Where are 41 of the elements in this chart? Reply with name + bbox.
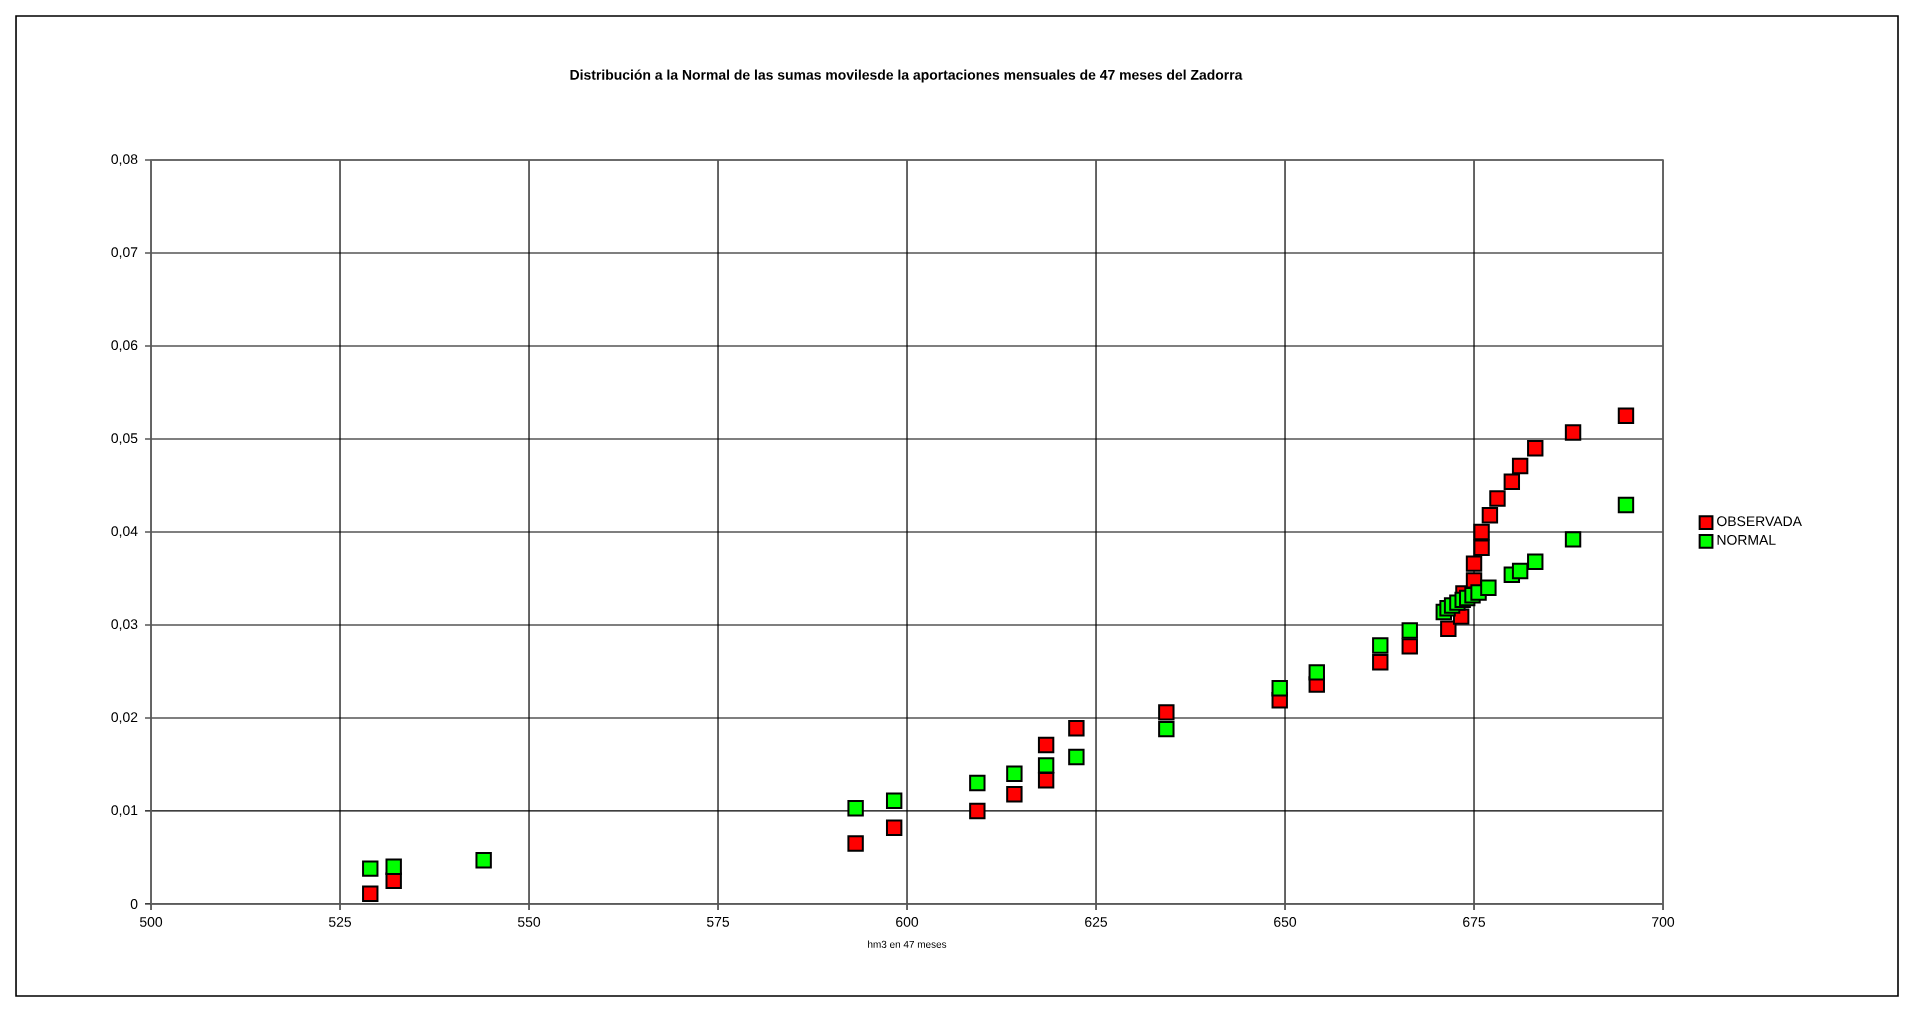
point	[1511, 457, 1529, 475]
point	[1401, 622, 1418, 639]
point	[1037, 736, 1055, 754]
point	[362, 860, 379, 877]
point	[1617, 496, 1635, 514]
point	[362, 885, 379, 902]
point	[1158, 720, 1175, 738]
point	[1473, 523, 1490, 541]
point	[1068, 748, 1085, 766]
point	[385, 858, 402, 875]
point	[1473, 539, 1490, 556]
point	[1465, 555, 1483, 572]
point	[1564, 424, 1582, 441]
point	[1489, 490, 1506, 507]
point	[1271, 680, 1288, 697]
point	[1006, 765, 1023, 782]
point	[1401, 638, 1418, 655]
point	[1372, 653, 1389, 671]
point	[885, 819, 903, 836]
point	[1617, 407, 1635, 424]
point	[1527, 553, 1544, 570]
point	[847, 835, 864, 852]
point	[1503, 473, 1521, 490]
point	[847, 799, 864, 817]
point	[1308, 664, 1325, 681]
point	[1006, 786, 1023, 803]
point	[385, 872, 402, 889]
point	[1527, 440, 1544, 457]
point	[1481, 507, 1499, 524]
point	[1372, 637, 1389, 654]
point	[1564, 531, 1582, 548]
point	[1068, 720, 1085, 737]
point	[1440, 620, 1457, 637]
point	[969, 774, 986, 792]
point	[885, 792, 903, 809]
point	[475, 852, 492, 869]
point	[1037, 757, 1055, 774]
point	[1480, 579, 1497, 596]
point	[1158, 704, 1175, 721]
point	[1511, 562, 1529, 580]
point	[969, 802, 986, 820]
